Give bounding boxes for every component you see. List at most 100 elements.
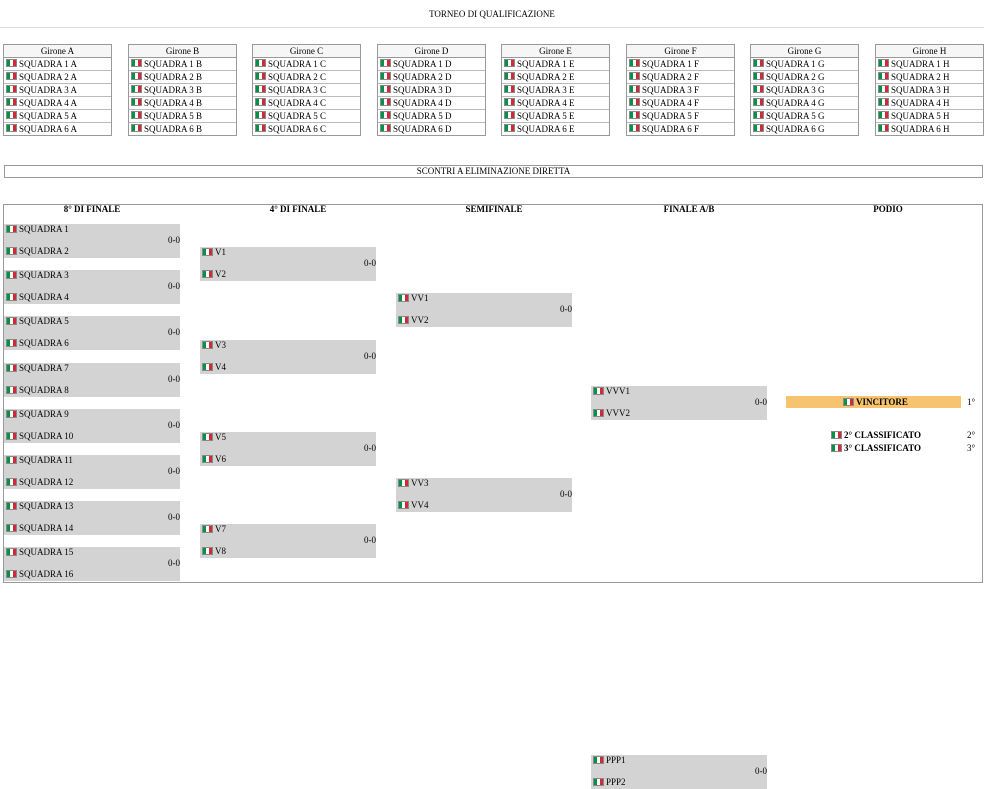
match-team: SQUADRA 7: [6, 363, 69, 374]
group-table: Girone B SQUADRA 1 B SQUADRA 2 B SQUADRA 3 …: [128, 44, 237, 136]
match-team: SQUADRA 14: [6, 523, 73, 534]
group-team-row: SQUADRA 6 F: [627, 123, 734, 135]
italy-flag-icon: [6, 409, 17, 418]
match-team-name: V2: [215, 269, 226, 279]
team-name: SQUADRA 2 C: [268, 72, 327, 82]
match-team-name: V7: [215, 524, 226, 534]
team-name: SQUADRA 1 H: [891, 59, 950, 69]
match-team: SQUADRA 1: [6, 224, 69, 235]
match-team-name: VVV2: [606, 408, 630, 418]
match-team: V3: [202, 340, 226, 351]
italy-flag-icon: [398, 500, 409, 509]
team-name: SQUADRA 2 D: [393, 72, 452, 82]
podium-header: PODIO: [873, 204, 903, 214]
team-name: SQUADRA 6 D: [393, 124, 452, 134]
group-team-row: SQUADRA 6 E: [502, 123, 609, 135]
match-team-name: SQUADRA 10: [19, 431, 74, 441]
team-name: SQUADRA 1 G: [766, 59, 825, 69]
italy-flag-icon: [6, 124, 17, 132]
team-name: SQUADRA 5 D: [393, 111, 452, 121]
match-team: VV3: [398, 478, 429, 489]
match-team-name: SQUADRA 12: [19, 477, 74, 487]
italy-flag-icon: [6, 59, 17, 67]
match-team: SQUADRA 4: [6, 292, 69, 303]
match-box: PPP1 PPP2 0-0: [591, 755, 767, 789]
team-name: SQUADRA 1 B: [144, 59, 203, 69]
match-score: 0-0: [168, 558, 180, 568]
match-team: VVV1: [593, 386, 630, 397]
match-team: VV4: [398, 500, 429, 511]
group-team-row: SQUADRA 3 C: [253, 84, 360, 97]
team-name: SQUADRA 6 E: [517, 124, 575, 134]
match-team: PPP1: [593, 755, 626, 766]
match-score: 0-0: [364, 535, 376, 545]
group-team-row: SQUADRA 5 D: [378, 110, 485, 123]
match-team-name: SQUADRA 5: [19, 316, 69, 326]
italy-flag-icon: [504, 124, 515, 132]
group-team-row: SQUADRA 6 A: [4, 123, 111, 135]
match-team-name: SQUADRA 14: [19, 523, 74, 533]
page-title: TORNEO DI QUALIFICAZIONE: [429, 9, 555, 19]
match-team-name: VV2: [411, 315, 429, 325]
round-header: 8° DI FINALE: [63, 204, 121, 214]
team-name: SQUADRA 5 C: [268, 111, 327, 121]
team-name: SQUADRA 1 C: [268, 59, 327, 69]
italy-flag-icon: [504, 85, 515, 93]
italy-flag-icon: [843, 397, 854, 406]
team-name: SQUADRA 3 F: [642, 85, 700, 95]
match-team-name: V5: [215, 432, 226, 442]
match-team-name: SQUADRA 13: [19, 501, 74, 511]
group-team-row: SQUADRA 3 H: [876, 84, 983, 97]
match-team: V4: [202, 362, 226, 373]
match-box: SQUADRA 3 SQUADRA 4 0-0: [4, 270, 180, 304]
team-name: SQUADRA 6 G: [766, 124, 825, 134]
italy-flag-icon: [380, 72, 391, 80]
italy-flag-icon: [753, 59, 764, 67]
match-score: 0-0: [560, 304, 572, 314]
team-name: SQUADRA 5 F: [642, 111, 700, 121]
match-score: 0-0: [168, 466, 180, 476]
italy-flag-icon: [255, 124, 266, 132]
match-score: 0-0: [560, 489, 572, 499]
italy-flag-icon: [202, 546, 213, 555]
italy-flag-icon: [6, 98, 17, 106]
match-box: V5 V6 0-0: [200, 432, 376, 466]
group-team-row: SQUADRA 6 H: [876, 123, 983, 135]
italy-flag-icon: [504, 98, 515, 106]
match-team: V7: [202, 524, 226, 535]
group-team-row: SQUADRA 5 E: [502, 110, 609, 123]
italy-flag-icon: [6, 270, 17, 279]
group-team-row: SQUADRA 6 D: [378, 123, 485, 135]
italy-flag-icon: [629, 98, 640, 106]
group-header: Girone F: [627, 45, 734, 58]
match-score: 0-0: [364, 351, 376, 361]
team-name: SQUADRA 3 C: [268, 85, 327, 95]
group-team-row: SQUADRA 5 G: [751, 110, 858, 123]
group-header: Girone A: [4, 45, 111, 58]
group-table: Girone G SQUADRA 1 G SQUADRA 2 G SQUADRA 3 …: [750, 44, 859, 136]
group-team-row: SQUADRA 4 A: [4, 97, 111, 110]
team-name: SQUADRA 3 G: [766, 85, 825, 95]
group-team-row: SQUADRA 5 H: [876, 110, 983, 123]
italy-flag-icon: [878, 59, 889, 67]
italy-flag-icon: [6, 477, 17, 486]
match-score: 0-0: [755, 766, 767, 776]
group-team-row: SQUADRA 3 A: [4, 84, 111, 97]
team-name: SQUADRA 2 E: [517, 72, 575, 82]
italy-flag-icon: [629, 124, 640, 132]
group-team-row: SQUADRA 6 C: [253, 123, 360, 135]
group-header: Girone C: [253, 45, 360, 58]
italy-flag-icon: [398, 315, 409, 324]
match-team-name: PPP2: [606, 777, 626, 787]
group-team-row: SQUADRA 2 A: [4, 71, 111, 84]
match-box: SQUADRA 13 SQUADRA 14 0-0: [4, 501, 180, 535]
match-box: SQUADRA 1 SQUADRA 2 0-0: [4, 224, 180, 258]
italy-flag-icon: [398, 478, 409, 487]
match-team: V2: [202, 269, 226, 280]
round-header: SEMIFINALE: [465, 204, 523, 214]
italy-flag-icon: [593, 408, 604, 417]
team-name: SQUADRA 2 B: [144, 72, 203, 82]
match-team: VV1: [398, 293, 429, 304]
match-team-name: SQUADRA 16: [19, 569, 74, 579]
group-header: Girone H: [876, 45, 983, 58]
